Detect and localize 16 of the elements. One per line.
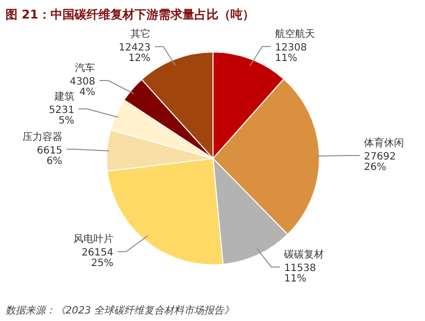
data-label: 12308 11%	[275, 42, 307, 64]
slice-label: 体育休闲	[364, 137, 404, 150]
slice-label: 航空航天	[275, 28, 315, 40]
data-label: 27692 26%	[364, 152, 396, 174]
data-label: 11538 11%	[284, 263, 316, 285]
data-label: 5231 5%	[48, 104, 74, 126]
slice-label: 风电叶片	[73, 233, 114, 246]
slice-label: 碳碳复材	[283, 248, 324, 261]
data-label: 12423 12%	[118, 42, 151, 64]
chart-title: 图 21：中国碳纤维复材下游需求量占比（吨）	[6, 8, 254, 22]
slice-label: 压力容器	[22, 130, 62, 143]
data-label: 6615 6%	[36, 145, 62, 167]
slice-label: 汽车	[75, 62, 96, 74]
data-label: 26154 25%	[82, 248, 114, 270]
source-note: 数据来源：《2023 全球碳纤维复合材料市场报告》	[6, 304, 234, 316]
slice-label: 其它	[130, 28, 151, 40]
